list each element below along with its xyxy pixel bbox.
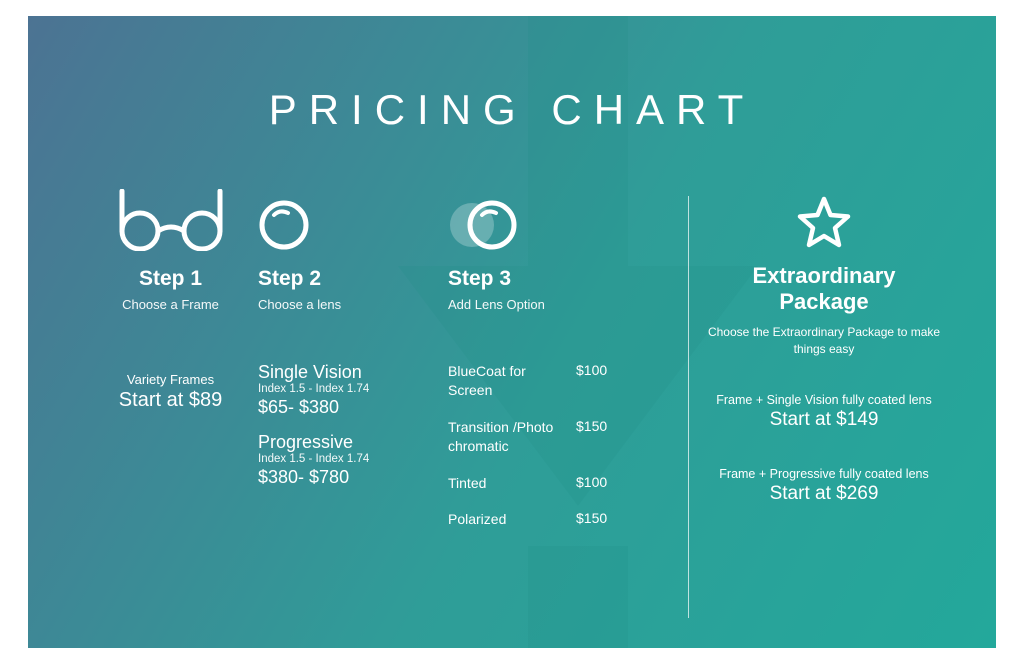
columns-container: Step 1 Choose a Frame Variety Frames Sta… <box>83 186 941 628</box>
star-icon <box>795 195 853 251</box>
step2-title: Step 2 <box>258 267 448 291</box>
step2-subtitle: Choose a lens <box>258 297 448 312</box>
step3-option-0: BlueCoat for Screen $100 <box>448 362 658 400</box>
pricing-chart-canvas: PRICING CHART Step 1 Choose a Frame Var <box>28 16 996 648</box>
step1-title: Step 1 <box>83 267 258 291</box>
step3-title: Step 3 <box>448 267 658 291</box>
step2-item-1: Progressive Index 1.5 - Index 1.74 $380-… <box>258 432 448 488</box>
column-gap <box>658 186 688 628</box>
package-item-0-price: Start at $149 <box>707 409 941 431</box>
step3-option-3-label: Polarized <box>448 510 558 529</box>
step1-body-label: Variety Frames <box>83 372 258 387</box>
step3-option-0-price: $100 <box>576 362 626 400</box>
step2-item-0: Single Vision Index 1.5 - Index 1.74 $65… <box>258 362 448 418</box>
package-item-0-label: Frame + Single Vision fully coated lens <box>707 393 941 407</box>
lens-double-icon <box>448 199 518 251</box>
step2-item-1-name: Progressive <box>258 432 448 453</box>
package-item-0: Frame + Single Vision fully coated lens … <box>707 393 941 431</box>
step3-subtitle: Add Lens Option <box>448 297 658 312</box>
step3-option-2: Tinted $100 <box>448 474 658 493</box>
glasses-icon <box>106 189 236 251</box>
step3-option-1-label: Transition /Photo chromatic <box>448 418 558 456</box>
step2-item-1-detail: Index 1.5 - Index 1.74 <box>258 453 448 465</box>
column-step2: Step 2 Choose a lens Single Vision Index… <box>258 186 448 628</box>
package-item-1-label: Frame + Progressive fully coated lens <box>707 467 941 481</box>
step2-item-0-detail: Index 1.5 - Index 1.74 <box>258 383 448 395</box>
step2-item-0-name: Single Vision <box>258 362 448 383</box>
lens-single-icon <box>258 199 310 251</box>
step3-option-3-price: $150 <box>576 510 626 529</box>
step2-item-0-price: $65- $380 <box>258 397 448 418</box>
page-title: PRICING CHART <box>28 86 996 134</box>
step3-option-3: Polarized $150 <box>448 510 658 529</box>
step3-option-2-price: $100 <box>576 474 626 493</box>
step3-option-2-label: Tinted <box>448 474 558 493</box>
step3-option-1-price: $150 <box>576 418 626 456</box>
column-package: Extraordinary Package Choose the Extraor… <box>707 186 941 628</box>
step3-option-0-label: BlueCoat for Screen <box>448 362 558 400</box>
package-title: Extraordinary Package <box>707 263 941 316</box>
column-step3: Step 3 Add Lens Option BlueCoat for Scre… <box>448 186 658 628</box>
package-item-1: Frame + Progressive fully coated lens St… <box>707 467 941 505</box>
column-step1: Step 1 Choose a Frame Variety Frames Sta… <box>83 186 258 628</box>
step3-option-1: Transition /Photo chromatic $150 <box>448 418 658 456</box>
package-item-1-price: Start at $269 <box>707 483 941 505</box>
vertical-divider <box>688 196 689 618</box>
step2-item-1-price: $380- $780 <box>258 467 448 488</box>
package-subtitle: Choose the Extraordinary Package to make… <box>707 324 941 358</box>
step1-body-price: Start at $89 <box>83 389 258 412</box>
step1-subtitle: Choose a Frame <box>83 297 258 312</box>
